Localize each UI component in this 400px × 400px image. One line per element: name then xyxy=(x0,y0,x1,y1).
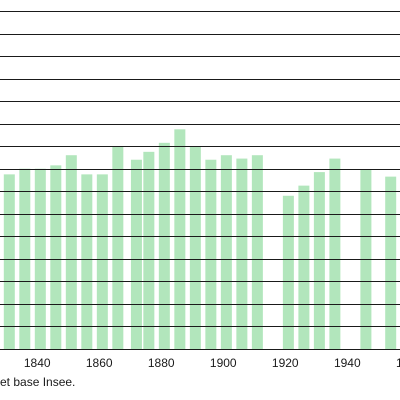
bar-1954 xyxy=(385,176,397,349)
x-tick-label-1880: 1880 xyxy=(148,356,175,370)
bar-1861 xyxy=(96,174,108,349)
bar-1846 xyxy=(50,165,62,349)
x-tick-label-1960: 1960 xyxy=(396,356,400,370)
bar-1886 xyxy=(174,129,186,349)
bar-1872 xyxy=(130,159,142,349)
x-tick-label-1920: 1920 xyxy=(272,356,299,370)
bar-1931 xyxy=(313,172,325,349)
bar-1921 xyxy=(282,195,294,349)
bar-1906 xyxy=(236,158,248,349)
bar-1841 xyxy=(34,168,46,349)
x-tick-label-1860: 1860 xyxy=(86,356,113,370)
bar-1831 xyxy=(3,174,15,349)
bar-1876 xyxy=(143,151,155,349)
bar-1856 xyxy=(81,174,93,349)
bar-1901 xyxy=(220,155,232,349)
x-tick-label-1840: 1840 xyxy=(24,356,51,370)
bar-1936 xyxy=(329,158,341,349)
bar-1866 xyxy=(112,146,124,349)
bar-1911 xyxy=(251,155,263,349)
bar-1851 xyxy=(65,155,77,349)
x-tick-label-1900: 1900 xyxy=(210,356,237,370)
bar-1926 xyxy=(298,185,310,349)
bar-1836 xyxy=(19,168,31,349)
x-tick-label-1940: 1940 xyxy=(334,356,361,370)
bar-1896 xyxy=(205,159,217,349)
source-note: et base Insee. xyxy=(0,375,76,389)
bar-1891 xyxy=(189,146,201,349)
bar-1881 xyxy=(158,142,170,349)
